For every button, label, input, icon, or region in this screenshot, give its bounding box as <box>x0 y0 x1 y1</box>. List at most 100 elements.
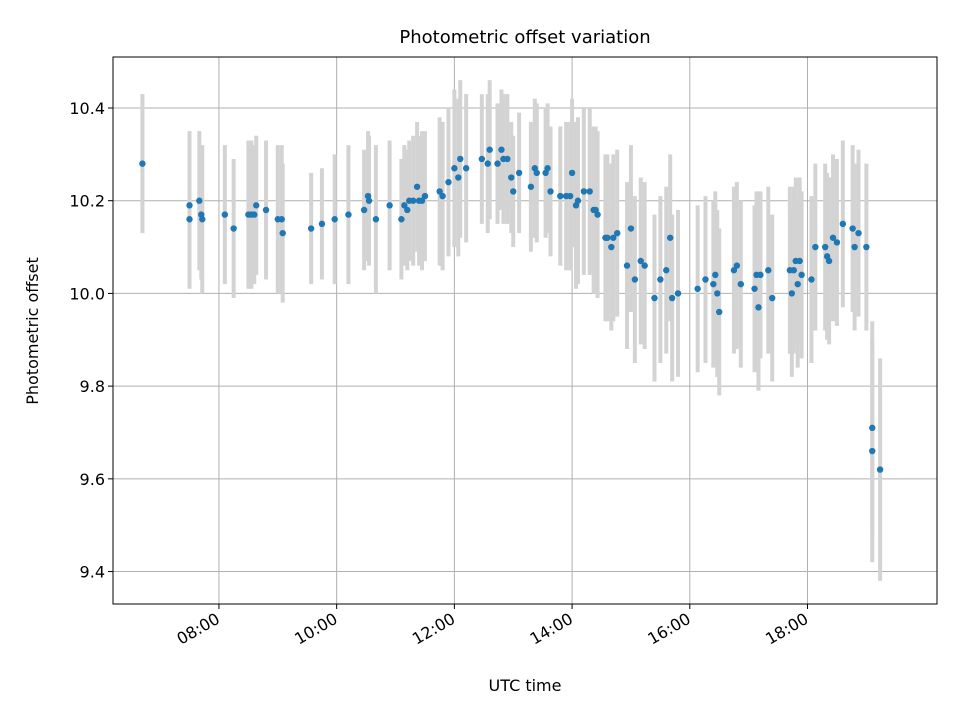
data-point <box>478 155 486 163</box>
data-point <box>547 188 554 195</box>
data-point <box>833 239 841 246</box>
data-point <box>796 257 803 265</box>
data-point <box>663 267 670 274</box>
data-point <box>544 165 551 172</box>
y-tick-label: 10.2 <box>69 192 105 211</box>
x-axis-ticks: 08:00 10:00 12:00 14:00 16:00 18:00 <box>174 604 812 649</box>
data-point <box>557 192 564 200</box>
data-point <box>668 294 676 302</box>
data-point <box>439 192 446 200</box>
data-point <box>733 262 741 269</box>
y-axis-label: Photometric offset <box>23 257 42 405</box>
data-point <box>515 169 523 177</box>
data-point <box>484 160 491 167</box>
y-tick-label: 9.4 <box>80 563 105 582</box>
chart-title: Photometric offset variation <box>399 27 650 48</box>
data-point <box>594 211 601 218</box>
data-point <box>608 243 615 251</box>
data-point <box>508 174 515 181</box>
data-point <box>436 188 443 195</box>
data-point <box>580 188 588 195</box>
data-point <box>627 225 635 232</box>
data-point <box>790 267 797 274</box>
data-point <box>702 276 709 283</box>
data-point <box>849 225 856 232</box>
data-point <box>574 197 582 204</box>
data-point <box>631 276 639 283</box>
x-tick-label: 18:00 <box>762 609 811 649</box>
data-point <box>716 308 723 316</box>
data-point <box>730 267 738 274</box>
data-point <box>510 188 517 195</box>
data-point <box>737 280 745 288</box>
data-point <box>712 271 719 279</box>
data-point <box>829 234 837 241</box>
y-tick-label: 10.4 <box>69 99 105 118</box>
data-point <box>418 197 426 204</box>
data-point <box>788 290 796 297</box>
data-point <box>657 276 664 283</box>
y-tick-label: 9.6 <box>80 470 105 489</box>
data-point <box>462 165 470 172</box>
data-point <box>794 280 801 288</box>
data-point <box>869 424 876 432</box>
y-tick-label: 9.8 <box>80 377 105 396</box>
data-point <box>345 211 352 218</box>
data-point <box>494 160 501 167</box>
data-point <box>186 216 193 223</box>
x-tick-label: 10:00 <box>291 609 340 649</box>
x-tick-label: 14:00 <box>527 609 576 649</box>
data-point <box>445 178 452 186</box>
data-point <box>855 229 862 237</box>
data-point <box>821 243 829 251</box>
data-point <box>604 234 611 241</box>
data-point <box>614 229 621 237</box>
y-axis-ticks: 9.4 9.6 9.8 10.0 10.2 10.4 <box>69 99 113 582</box>
data-point <box>769 294 776 302</box>
data-point <box>186 202 193 209</box>
y-tick-label: 10.0 <box>69 284 105 303</box>
data-point <box>851 243 858 251</box>
data-point <box>139 160 146 167</box>
x-axis-label: UTC time <box>489 676 562 695</box>
data-point <box>798 271 805 279</box>
data-point <box>504 155 511 163</box>
data-point <box>623 262 631 269</box>
data-point <box>765 267 772 274</box>
data-point <box>694 285 701 292</box>
data-point <box>196 197 203 204</box>
data-point <box>876 466 884 473</box>
x-tick-label: 16:00 <box>644 609 693 649</box>
x-tick-label: 12:00 <box>409 609 458 649</box>
data-point <box>674 290 682 297</box>
data-point <box>566 192 574 200</box>
data-points <box>139 146 884 473</box>
data-point <box>710 280 717 288</box>
data-point <box>372 216 380 223</box>
data-point <box>409 197 417 204</box>
data-point <box>808 276 815 283</box>
data-point <box>365 197 373 204</box>
data-point <box>278 216 285 223</box>
data-point <box>863 243 870 251</box>
data-point <box>404 206 411 214</box>
data-point <box>812 243 819 251</box>
data-point <box>401 202 408 209</box>
data-point <box>398 216 405 223</box>
data-point <box>527 183 535 190</box>
data-point <box>251 211 258 218</box>
data-point <box>869 447 876 455</box>
plot-frame <box>112 56 938 605</box>
data-point <box>751 285 758 292</box>
data-point <box>839 220 847 228</box>
data-point <box>757 271 764 279</box>
data-point <box>825 257 833 265</box>
x-tick-label: 08:00 <box>174 609 223 649</box>
data-point <box>421 192 429 200</box>
data-point <box>307 225 315 232</box>
data-point <box>498 146 505 153</box>
data-point <box>714 290 721 297</box>
data-point <box>199 216 206 223</box>
data-point <box>641 262 648 269</box>
data-point <box>318 220 326 228</box>
